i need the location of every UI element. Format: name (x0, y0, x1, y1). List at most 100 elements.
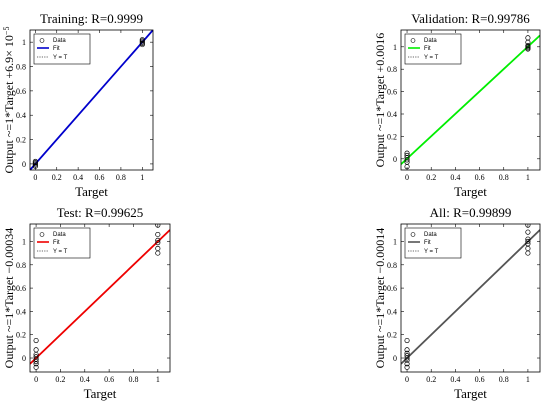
chart-panel-1: 00 0.2 0.2 0.4 0.4 0.6 0.6 0.8 0.8 1 1 Data Fit Y = T… (2, 11, 154, 199)
legend-entry: Data (424, 38, 437, 44)
legend-entry: Y = T (424, 249, 439, 255)
chart-title: Test: R=0.99625 (57, 205, 144, 220)
data-point (404, 157, 410, 163)
y-axis-label: Output ~=1*Target −0.00014 (373, 228, 387, 369)
legend-entry: Y = T (53, 55, 68, 61)
legend-data-marker (410, 38, 416, 43)
data-point (33, 358, 39, 365)
y-tick-label: 0.6 (387, 284, 397, 293)
legend-data-marker (39, 232, 45, 237)
y-tick-label: 0 (393, 354, 397, 363)
x-axis-label: Target (84, 386, 117, 401)
y-axis-label: Output ~=1*Target −0.00034 (2, 228, 16, 369)
x-tick-label: 0.2 (52, 173, 62, 182)
data-point (33, 361, 39, 367)
data-point (404, 364, 410, 370)
x-tick-label: 0.2 (426, 173, 436, 182)
fit-line (30, 30, 153, 170)
legend: Data Fit Y = T (404, 227, 462, 259)
x-tick-label: 0.4 (450, 375, 460, 384)
data-point (404, 355, 410, 361)
legend-entry: Y = T (424, 55, 439, 61)
legend: Data Fit Y = T (33, 227, 91, 259)
chart-title: All: R=0.99899 (430, 205, 512, 220)
x-tick-label: 1 (526, 173, 530, 182)
y-tick-label: 0 (22, 160, 26, 169)
chart-title: Training: R=0.9999 (40, 11, 143, 26)
axes-frame (29, 29, 154, 171)
x-tick-label: 0.4 (73, 173, 83, 182)
y-tick-label: 0.6 (16, 284, 26, 293)
legend-entry: Fit (53, 240, 60, 246)
data-point (155, 240, 161, 246)
legend-data-marker (410, 232, 416, 237)
y-tick-label: 0.4 (387, 307, 397, 316)
data-point (525, 229, 531, 235)
fit-line (401, 229, 540, 365)
fit-line (401, 34, 540, 165)
data-point (139, 42, 145, 48)
y-axis-label: Output ~=1*Target +6.9× 10−5 (2, 27, 17, 174)
x-tick-label: 0.6 (104, 375, 114, 384)
plot-lines (30, 30, 153, 170)
x-tick-label: 0.4 (450, 173, 460, 182)
y-tick-label: 0.2 (16, 331, 26, 340)
x-tick-label: 1 (526, 375, 530, 384)
x-tick-label: 0.6 (475, 375, 485, 384)
axes-frame (400, 223, 541, 373)
axes-frame (29, 223, 171, 373)
chart-panel-3: 0 0 0.2 0.2 0.4 0.4 0.6 0.6 0.8 0.8 1 1 Data Fit Y = T… (2, 205, 171, 401)
legend-data-marker (39, 38, 45, 43)
data-point (404, 357, 410, 363)
legend-entry: Fit (424, 240, 431, 246)
y-tick-label: 1 (393, 43, 397, 52)
data-point (404, 361, 410, 367)
y-tick-label: 0.4 (16, 111, 26, 120)
x-tick-label: 0.6 (475, 173, 485, 182)
data-point (33, 337, 39, 344)
data-point (525, 46, 531, 52)
x-tick-label: 0.2 (426, 375, 436, 384)
data-point (32, 163, 38, 169)
y-tick-label: 0.8 (16, 63, 26, 72)
x-tick-label: 1 (140, 173, 144, 182)
x-tick-label: 0 (405, 173, 409, 182)
y-tick-label: 0.8 (16, 261, 26, 270)
y-tick-label: 0.4 (387, 110, 397, 119)
data-point (155, 231, 161, 238)
legend-entry: Fit (53, 46, 60, 52)
x-tick-label: 0.2 (55, 375, 65, 384)
data-point (525, 224, 531, 228)
plot-lines (401, 224, 540, 370)
data-point (155, 224, 161, 228)
data-point (155, 250, 161, 256)
data-point (32, 158, 38, 165)
legend: Data Fit Y = T (33, 33, 91, 65)
chart-title: Validation: R=0.99786 (411, 11, 530, 26)
x-axis-label: Target (75, 184, 108, 199)
x-tick-label: 1 (156, 375, 160, 384)
data-point (525, 238, 531, 245)
y-tick-label: 0.2 (387, 132, 397, 141)
legend-entry: Data (53, 38, 66, 44)
legend: Data Fit Y = T (404, 33, 462, 65)
plot-lines (30, 224, 170, 370)
y-tick-label: 0.8 (387, 65, 397, 74)
x-tick-label: 0 (34, 375, 38, 384)
y-axis-label: Output ~=1*Target +0.0016 (373, 33, 387, 168)
y-tick-label: 1 (22, 237, 26, 246)
data-point (404, 337, 410, 344)
y-tick-label: 1 (393, 237, 397, 246)
data-point (155, 237, 161, 243)
x-tick-label: 0.6 (95, 173, 105, 182)
data-point (404, 164, 410, 170)
fit-line (30, 229, 170, 365)
x-tick-label: 0.8 (128, 375, 138, 384)
x-tick-label: 0 (33, 173, 37, 182)
y-axis-label-exponent: −5 (2, 27, 11, 36)
y-tick-label: 1 (22, 38, 26, 47)
data-point (139, 37, 145, 43)
x-tick-label: 0 (405, 375, 409, 384)
y-tick-label: 0.2 (16, 136, 26, 145)
